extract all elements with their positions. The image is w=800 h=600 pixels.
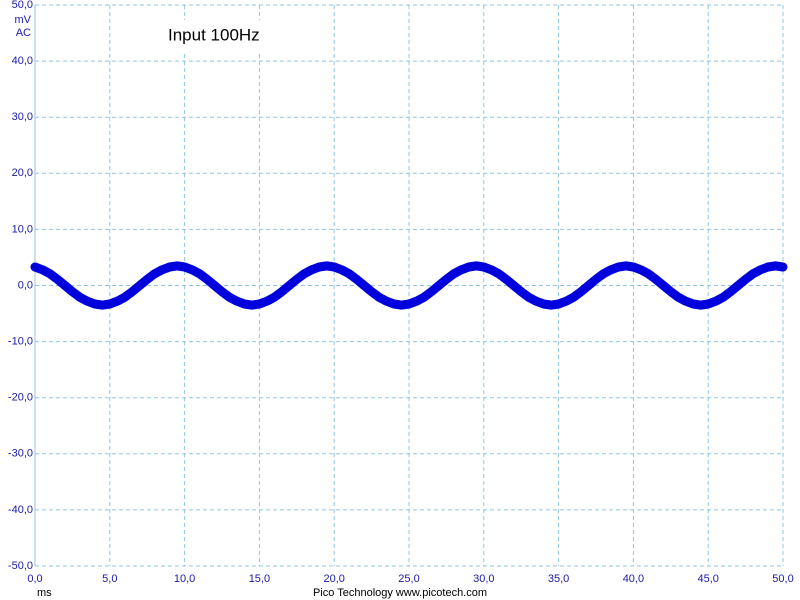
- chart-title: Input 100Hz: [168, 25, 260, 44]
- x-tick-label: 10,0: [174, 573, 195, 585]
- x-tick-label: 5,0: [102, 573, 117, 585]
- x-tick-label: 45,0: [697, 573, 718, 585]
- y-tick-label: 0,0: [18, 279, 33, 291]
- y-tick-label: -20,0: [8, 392, 33, 404]
- y-tick-label: 10,0: [12, 223, 33, 235]
- x-unit: ms: [37, 587, 52, 599]
- signal-trace: [30, 261, 788, 310]
- y-unit: mV: [15, 14, 32, 26]
- y-tick-label: 50,0: [12, 0, 33, 11]
- y-tick-label: 30,0: [12, 111, 33, 123]
- x-tick-label: 50,0: [772, 573, 793, 585]
- y-tick-label: 20,0: [12, 167, 33, 179]
- x-tick-label: 20,0: [323, 573, 344, 585]
- x-tick-label: 15,0: [249, 573, 270, 585]
- footer: Pico Technology www.picotech.com: [313, 587, 487, 599]
- y-tick-label: -50,0: [8, 560, 33, 572]
- coupling: AC: [16, 27, 31, 39]
- x-tick-label: 35,0: [548, 573, 569, 585]
- x-tick-label: 40,0: [623, 573, 644, 585]
- y-tick-label: 40,0: [12, 55, 33, 67]
- x-tick-label: 0,0: [27, 573, 42, 585]
- x-tick-label: 25,0: [398, 573, 419, 585]
- y-tick-label: -30,0: [8, 448, 33, 460]
- x-tick-label: 30,0: [473, 573, 494, 585]
- y-tick-label: -40,0: [8, 504, 33, 516]
- title-box: [160, 20, 290, 52]
- y-tick-label: -10,0: [8, 336, 33, 348]
